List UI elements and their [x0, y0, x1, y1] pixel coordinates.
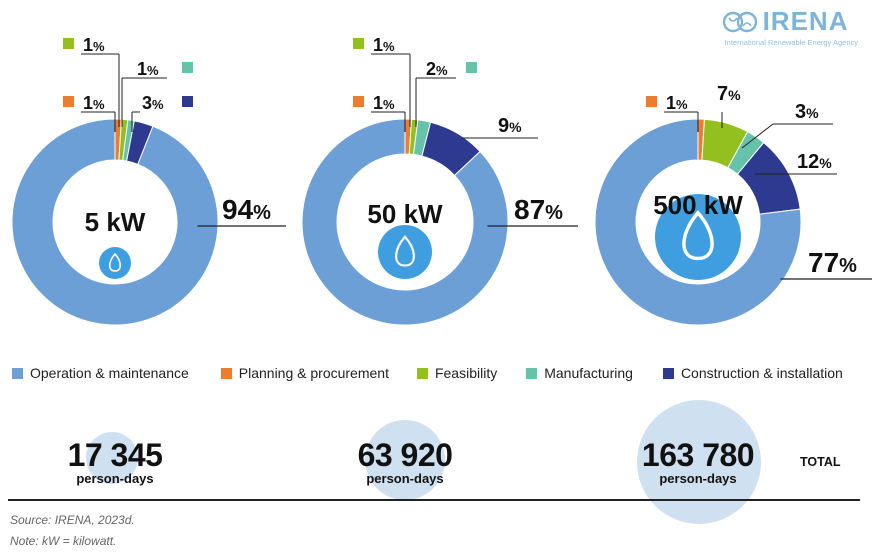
slice-label: 1%	[373, 35, 395, 55]
center-label: 50 kW	[367, 199, 443, 229]
legend-label: Manufacturing	[544, 365, 633, 381]
water-drop-icon	[395, 235, 415, 267]
total-5kw: 17 345 person-days	[68, 438, 163, 486]
center-label: 500 kW	[653, 190, 743, 220]
slice-label: 1%	[373, 93, 395, 113]
label-swatch	[63, 96, 74, 107]
slice-label: 7%	[717, 83, 741, 105]
icon-circle	[99, 247, 131, 279]
total-unit: person-days	[366, 471, 444, 486]
legend-swatch	[12, 367, 23, 379]
slice-label-main: 94%	[222, 194, 271, 225]
label-swatch	[646, 96, 657, 107]
source-note: Source: IRENA, 2023d.	[10, 513, 135, 527]
total-500kw: 163 780 person-days	[641, 437, 755, 486]
center-label: 5 kW	[85, 207, 146, 237]
donut-slice	[301, 118, 509, 326]
total-label: TOTAL	[800, 455, 841, 469]
legend-swatch	[416, 367, 428, 379]
total-unit: person-days	[659, 471, 737, 486]
slice-label-main: 87%	[514, 194, 563, 225]
legend-swatch	[662, 367, 674, 379]
legend-item-construction: Construction & installation	[662, 365, 843, 381]
total-bubble	[86, 432, 138, 484]
slice-label: 3%	[142, 93, 164, 113]
total-value: 163 780	[641, 437, 755, 473]
legend-item-operation: Operation & maintenance	[12, 365, 189, 381]
baseline-divider	[8, 499, 860, 501]
slice-label: 12%	[797, 151, 832, 173]
donut-slice	[594, 118, 802, 326]
total-value: 17 345	[67, 437, 163, 473]
label-swatch	[466, 62, 477, 73]
legend-item-manufacturing: Manufacturing	[526, 365, 633, 381]
label-swatch	[182, 96, 193, 107]
icon-circle	[378, 225, 432, 279]
slice-label: 1%	[137, 59, 159, 79]
label-swatch	[353, 38, 364, 49]
total-50kw: 63 920 person-days	[358, 438, 453, 486]
legend-label: Construction & installation	[680, 365, 843, 381]
total-bubble	[365, 420, 445, 500]
donut-charts: 5 kW 1% 1% 1% 3% 94% 50 kW 1% 1% 2% 9% 87% 500 kW 1% 7…	[11, 35, 872, 326]
legend-label: Operation & maintenance	[30, 365, 189, 381]
icon-circle	[655, 194, 741, 280]
slice-label: 9%	[498, 115, 522, 137]
logo-subtitle: International Renewable Energy Agency	[724, 38, 858, 47]
leader-line	[741, 123, 774, 149]
legend-item-planning: Planning & procurement	[220, 365, 389, 381]
slice-label: 1%	[83, 93, 105, 113]
water-drop-icon	[682, 210, 714, 261]
legend-item-feasibility: Feasibility	[416, 365, 498, 381]
label-swatch	[353, 96, 364, 107]
globe-icon	[722, 11, 757, 32]
legend-label: Feasibility	[434, 365, 498, 381]
slice-label: 3%	[795, 101, 819, 123]
slice-label-main: 77%	[808, 247, 857, 278]
total-unit: person-days	[76, 471, 154, 486]
footnote: Note: kW = kilowatt.	[10, 534, 117, 548]
label-swatch	[63, 38, 74, 49]
total-value: 63 920	[357, 437, 453, 473]
legend: Operation & maintenance Planning & procu…	[12, 365, 843, 381]
slice-label: 1%	[666, 93, 688, 113]
slice-label: 1%	[83, 35, 105, 55]
legend-swatch	[526, 367, 538, 379]
legend-swatch	[220, 367, 232, 379]
legend-label: Planning & procurement	[238, 365, 389, 381]
total-bubble	[637, 400, 761, 524]
slice-label: 2%	[426, 59, 448, 79]
irena-logo: IRENA International Renewable Energy Age…	[722, 6, 858, 47]
donut-slice	[11, 118, 219, 326]
water-drop-icon	[108, 252, 122, 272]
label-swatch	[182, 62, 193, 73]
logo-wordmark: IRENA	[762, 6, 849, 36]
